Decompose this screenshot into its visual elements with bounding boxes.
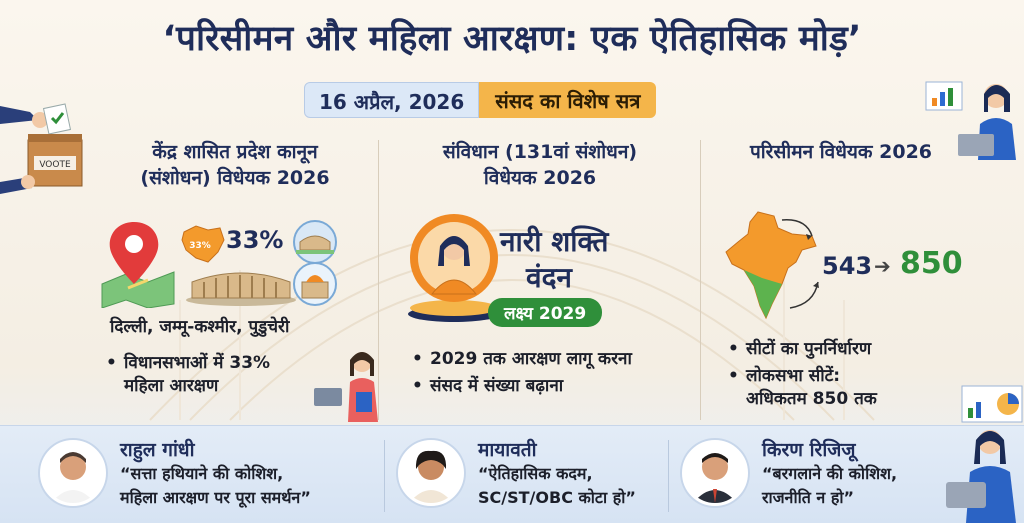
ut-law-title-line1: केंद्र शासित प्रदेश कानून xyxy=(152,141,318,163)
amendment-title-line1: संविधान (131वां संशोधन) xyxy=(442,141,638,163)
ballot-box-label: VOOTE xyxy=(39,160,71,170)
state-map-icon: 33% xyxy=(181,225,225,263)
leaders-quotes-strip xyxy=(0,425,1024,523)
proposed-seats: 850 xyxy=(900,246,963,281)
quote-divider-2 xyxy=(668,440,669,512)
woman-laptop-bottom-illustration xyxy=(946,430,1016,523)
bullet-item: लोकसभा सीटें:अधिकतम 850 तक xyxy=(728,365,918,411)
woman-laptop-illustration xyxy=(925,81,1016,160)
quote-divider-1 xyxy=(384,440,385,512)
state-map-percent: 33% xyxy=(189,241,211,251)
date-bar: 16 अप्रैल, 2026 संसद का विशेष सत्र xyxy=(304,82,657,118)
column-divider-1 xyxy=(378,140,379,420)
woman-books-illustration xyxy=(314,352,378,422)
person-avatar-icon xyxy=(51,452,95,503)
ut-law-column: केंद्र शासित प्रदेश कानून (संशोधन) विधेय… xyxy=(100,140,370,191)
parliament-building-icon xyxy=(186,272,296,306)
woman-emblem-icon xyxy=(408,214,500,322)
bullet-item: विधानसभाओं में 33%महिला आरक्षण xyxy=(106,352,326,398)
rahul-gandhi-quote-line1: “सत्ता हथियाने की कोशिश, xyxy=(120,464,284,483)
amendment-bullets: 2029 तक आरक्षण लागू करना संसद में संख्या… xyxy=(412,348,692,402)
ut-law-bullets: विधानसभाओं में 33%महिला आरक्षण xyxy=(106,352,326,402)
delimitation-bullets: सीटों का पुनर्निर्धारण लोकसभा सीटें:अधिक… xyxy=(728,338,918,415)
ballot-box-illustration: VOOTE xyxy=(0,103,83,194)
rahul-gandhi-quote-line2: महिला आरक्षण पर पूरा समर्थन” xyxy=(120,488,311,507)
column-divider-2 xyxy=(700,140,701,420)
rahul-gandhi-avatar xyxy=(40,440,106,506)
session-date: 16 अप्रैल, 2026 xyxy=(304,82,480,118)
kiren-rijiju-avatar xyxy=(682,440,748,506)
mayawati-avatar xyxy=(398,440,464,506)
page-title: ‘परिसीमन और महिला आरक्षण: एक ऐतिहासिक मो… xyxy=(162,19,862,59)
person-avatar-icon xyxy=(409,450,453,503)
india-map-icon xyxy=(725,211,819,320)
mayawati-quote-line2: SC/ST/OBC कोटा हो” xyxy=(478,488,636,507)
ut-law-title-line2: (संशोधन) विधेयक 2026 xyxy=(140,166,330,189)
bullet-item: संसद में संख्या बढ़ाना xyxy=(412,375,692,398)
nari-shakti-line2: वंदन xyxy=(526,261,572,294)
delimitation-column: परिसीमन विधेयक 2026 xyxy=(716,140,966,166)
delimitation-title: परिसीमन विधेयक 2026 xyxy=(749,141,933,163)
target-badge: लक्ष्य 2029 xyxy=(488,298,603,327)
mayawati-name: मायावती xyxy=(478,439,537,461)
kiren-rijiju-quote-line2: राजनीति न हो” xyxy=(762,488,855,507)
parliament-dome-icon xyxy=(293,220,337,264)
kiren-rijiju-quote-line1: “बरगलाने की कोशिश, xyxy=(762,464,898,483)
chart-board-illustration xyxy=(961,385,1023,423)
bullet-item: सीटों का पुनर्निर्धारण xyxy=(728,338,918,361)
amendment-title-line2: विधेयक 2026 xyxy=(483,166,597,189)
rahul-gandhi-name: राहुल गांधी xyxy=(120,439,195,461)
mayawati-quote-line1: “ऐतिहासिक कदम, xyxy=(478,464,593,483)
map-pin-icon xyxy=(101,222,175,308)
bullet-item: 2029 तक आरक्षण लागू करना xyxy=(412,348,692,371)
constitution-amendment-column: संविधान (131वां संशोधन) विधेयक 2026 xyxy=(395,140,685,191)
ut-regions: दिल्ली, जम्मू-कश्मीर, पुडुचेरी xyxy=(110,317,290,337)
reservation-percent: 33% xyxy=(226,226,284,254)
kiren-rijiju-name: किरण रिजिजू xyxy=(762,439,856,461)
nari-shakti-line1: नारी शक्ति xyxy=(500,225,609,258)
person-avatar-icon xyxy=(693,453,737,503)
arrow-right-icon: ➔ xyxy=(874,254,891,278)
heritage-building-icon xyxy=(293,262,337,306)
session-label: संसद का विशेष सत्र xyxy=(479,82,657,118)
current-seats: 543 xyxy=(822,252,873,280)
